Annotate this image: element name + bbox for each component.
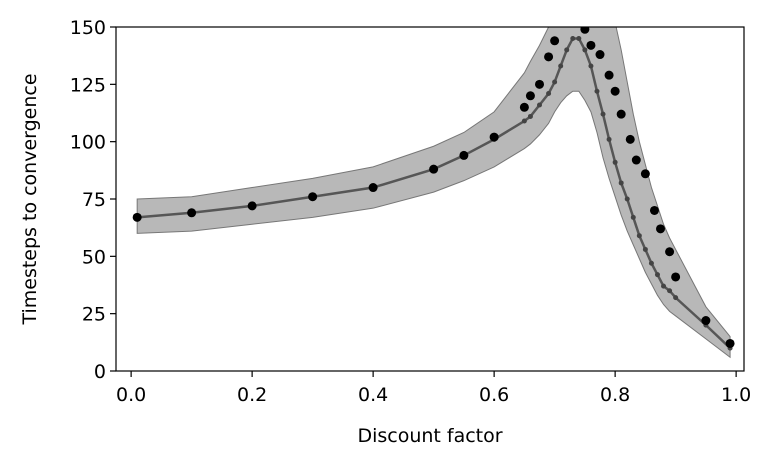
mean-point [624, 196, 630, 202]
confidence-band [136, 27, 731, 359]
y-tick-label: 150 [70, 17, 106, 39]
data-point [489, 132, 499, 142]
x-axis-label: Discount factor [357, 425, 502, 447]
data-point [132, 212, 142, 222]
data-point [604, 70, 614, 80]
data-point [616, 109, 626, 119]
data-point [656, 224, 666, 234]
mean-point [588, 63, 594, 69]
mean-point [648, 260, 654, 266]
mean-point [600, 111, 606, 117]
mean-point [527, 113, 533, 119]
data-point [610, 86, 620, 96]
data-point [368, 183, 378, 193]
mean-point [570, 35, 576, 41]
data-point [580, 27, 590, 34]
mean-point [618, 180, 624, 186]
mean-point [582, 47, 588, 53]
mean-point [537, 102, 543, 108]
y-tick-label: 25 [82, 304, 106, 326]
data-point [247, 201, 257, 211]
mean-point [667, 288, 673, 294]
mean-point [521, 118, 527, 124]
data-point [550, 36, 560, 46]
data-point [535, 79, 545, 89]
data-point [308, 192, 318, 202]
data-point [519, 102, 529, 112]
data-point [595, 50, 605, 60]
mean-point [642, 246, 648, 252]
data-point [671, 272, 681, 282]
data-point [187, 208, 197, 218]
mean-point [594, 88, 600, 94]
data-point [625, 134, 635, 144]
mean-point [564, 47, 570, 53]
mean-point [636, 233, 642, 239]
mean-point [654, 272, 660, 278]
data-point [725, 338, 735, 348]
mean-point [612, 159, 618, 165]
y-tick-label: 100 [70, 132, 106, 154]
plot-area [132, 27, 735, 359]
data-point [544, 52, 554, 62]
data-point [429, 164, 439, 174]
mean-point [630, 214, 636, 220]
data-point [586, 40, 596, 50]
y-axis-label: Timesteps to convergence [19, 73, 41, 325]
data-point [649, 205, 659, 215]
x-tick-label: 0.6 [479, 384, 509, 406]
data-point [525, 91, 535, 101]
y-tick-label: 50 [82, 246, 106, 268]
y-tick-label: 125 [70, 74, 106, 96]
data-point [640, 169, 650, 179]
data-point [701, 316, 711, 326]
mean-point [546, 91, 552, 97]
mean-point [558, 63, 564, 69]
x-tick-label: 1.0 [721, 384, 751, 406]
x-tick-label: 0.0 [116, 384, 146, 406]
mean-point [606, 136, 612, 142]
mean-point [576, 35, 582, 41]
data-point [631, 155, 641, 165]
mean-point [673, 295, 679, 301]
x-tick-label: 0.8 [600, 384, 630, 406]
x-tick-label: 0.4 [358, 384, 388, 406]
data-point [665, 247, 675, 257]
x-tick-label: 0.2 [237, 384, 267, 406]
y-tick-label: 75 [82, 189, 106, 211]
y-tick-label: 0 [94, 361, 106, 383]
mean-point [552, 79, 558, 85]
data-point [459, 150, 469, 160]
mean-point [661, 283, 667, 289]
